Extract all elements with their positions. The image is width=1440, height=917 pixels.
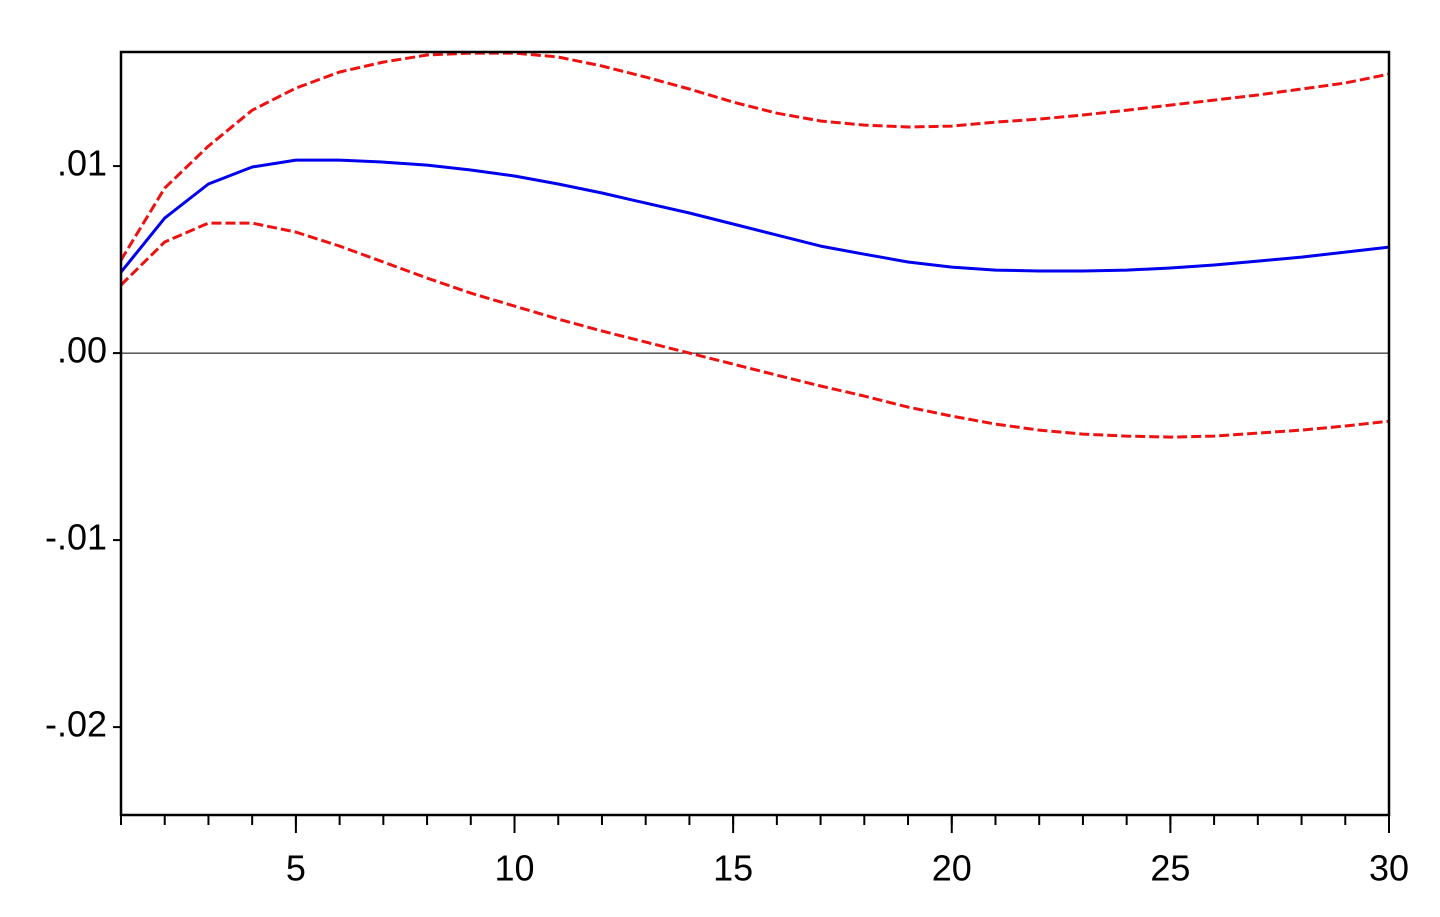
y-tick-label: .01 [57,143,107,184]
x-tick-label: 20 [932,848,972,889]
series-line [119,51,1390,261]
y-tick-label: .00 [57,330,107,371]
series-line [119,221,1390,439]
x-tick-label: 30 [1369,848,1409,889]
plot-frame [119,50,1391,817]
x-tick-label: 25 [1150,848,1190,889]
series-line [119,158,1390,274]
x-tick-label: 5 [286,848,306,889]
y-tick-label: -.02 [45,704,107,745]
y-tick-label: -.01 [45,517,107,558]
x-tick-label: 15 [713,848,753,889]
x-tick-label: 10 [494,848,534,889]
